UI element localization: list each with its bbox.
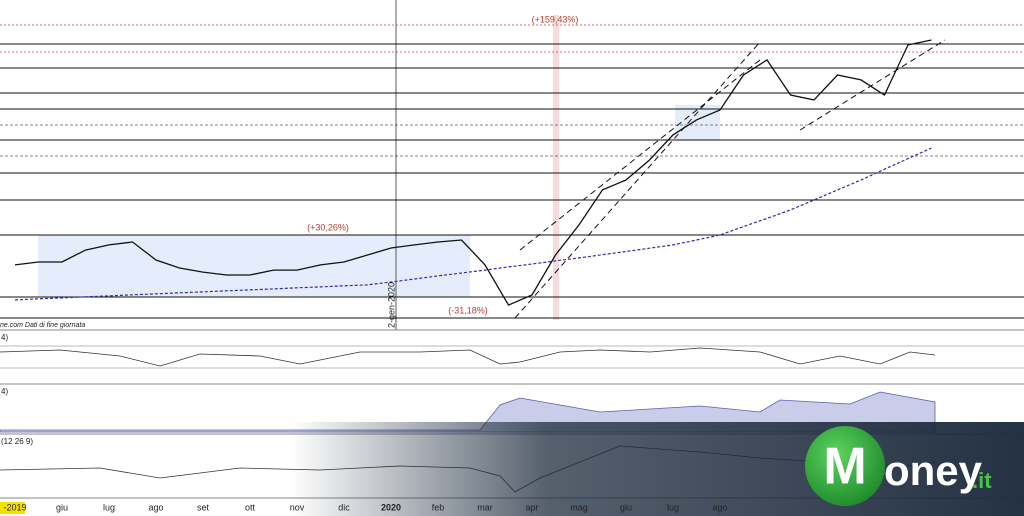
x-tick-label: feb: [432, 502, 445, 512]
range-box: [38, 235, 470, 297]
highlight-band: [553, 15, 559, 320]
range-box: [675, 105, 720, 140]
panel-label: (12 26 9): [1, 437, 33, 446]
x-tick-label: giu: [56, 502, 68, 512]
logo-ball: [805, 426, 885, 506]
x-tick-highlight: [0, 502, 25, 514]
x-tick-label: mag: [570, 502, 588, 512]
brand-banner: [290, 422, 1024, 516]
x-tick-label: apr: [525, 502, 538, 512]
panel-label: 4): [1, 387, 8, 396]
x-tick-label: ago: [148, 502, 163, 512]
x-tick-label: dic: [338, 502, 350, 512]
trend-channel: [519, 59, 761, 251]
series-line: [14, 39, 932, 306]
annotation: (+159,43%): [532, 14, 579, 24]
panel-label: 4): [1, 333, 8, 342]
annotation: (-31,18%): [448, 305, 488, 315]
x-tick-label: lug: [667, 502, 679, 512]
x-tick-label: ott: [245, 502, 256, 512]
trend-channel: [514, 41, 761, 319]
x-tick-label: 2020: [381, 502, 401, 512]
x-tick-label: set: [197, 502, 210, 512]
rsi-line: [0, 347, 936, 367]
logo-suffix: .it: [972, 468, 992, 493]
support-lines: [0, 24, 1024, 319]
date-marker-label: 2-gen-2020: [386, 282, 396, 328]
source-note: ne.com Dati di fine giornata: [0, 322, 85, 329]
x-tick-label: ago: [712, 502, 727, 512]
plot: [14, 39, 932, 306]
trend-channel: [799, 39, 946, 131]
logo-initial: M: [823, 438, 866, 496]
x-tick-label: -2019: [3, 502, 26, 512]
logo-name: oney: [884, 447, 983, 494]
x-tick-label: mar: [477, 502, 493, 512]
x-tick-label: lug: [103, 502, 115, 512]
x-tick-label: nov: [290, 502, 305, 512]
annotation: (+30,26%): [307, 222, 349, 232]
x-tick-label: giu: [620, 502, 632, 512]
chart-frame: [38, 0, 720, 330]
series-line: [14, 147, 932, 301]
